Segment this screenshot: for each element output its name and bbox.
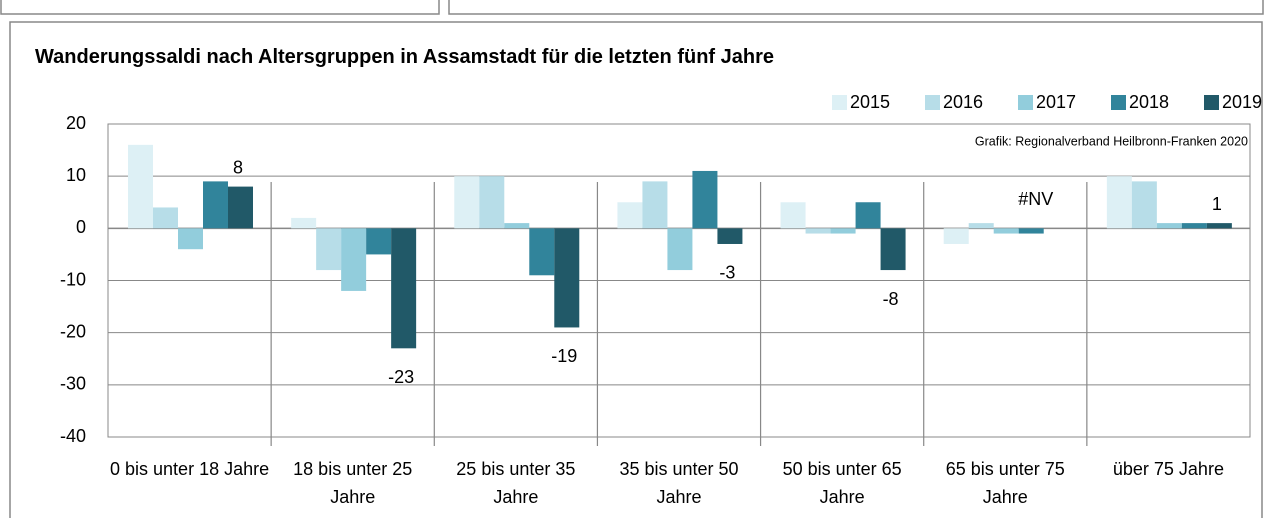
data-label: -3 xyxy=(719,263,735,283)
bar xyxy=(968,223,994,229)
bar xyxy=(391,228,417,349)
bar xyxy=(855,202,881,229)
panel-frame xyxy=(448,0,1264,15)
legend-label: 2016 xyxy=(943,92,983,112)
bar xyxy=(1106,176,1132,229)
x-tick-label: 35 bis unter 50 Jahre xyxy=(619,459,738,507)
legend-swatch xyxy=(832,95,847,110)
bar xyxy=(717,228,743,244)
bar xyxy=(203,181,228,229)
source-note: Grafik: Regionalverband Heilbronn-Franke… xyxy=(975,134,1248,148)
legend-swatch xyxy=(1111,95,1126,110)
y-tick-label: -30 xyxy=(60,374,86,394)
legend-swatch xyxy=(925,95,940,110)
bar xyxy=(1181,223,1207,229)
bar xyxy=(228,186,253,229)
bar xyxy=(554,228,580,328)
y-tick-label: -20 xyxy=(60,321,86,341)
bar xyxy=(291,217,317,229)
legend-label: 2017 xyxy=(1036,92,1076,112)
chart-frame xyxy=(9,21,1263,518)
bar xyxy=(1206,223,1232,229)
bar xyxy=(128,144,153,229)
bar xyxy=(504,223,530,229)
x-tick-label: 0 bis unter 18 Jahre xyxy=(110,459,269,479)
data-label: -23 xyxy=(388,367,414,387)
bar xyxy=(1131,181,1157,229)
bar xyxy=(178,228,203,250)
y-tick-label: 10 xyxy=(66,165,86,185)
x-tick-label: 50 bis unter 65 Jahre xyxy=(783,459,902,507)
y-tick-label: -10 xyxy=(60,269,86,289)
bar xyxy=(780,202,806,229)
legend-swatch xyxy=(1204,95,1219,110)
bar xyxy=(830,228,856,234)
bar xyxy=(617,202,643,229)
x-tick-label: 25 bis unter 35 Jahre xyxy=(456,459,575,507)
y-tick-label: 0 xyxy=(76,217,86,237)
bar xyxy=(316,228,342,271)
legend-label: 2019 xyxy=(1222,92,1262,112)
x-tick-label: 65 bis unter 75 Jahre xyxy=(946,459,1065,507)
bar xyxy=(153,207,178,229)
data-label: -8 xyxy=(883,289,899,309)
bar xyxy=(880,228,906,271)
x-tick-label: 18 bis unter 25 Jahre xyxy=(293,459,412,507)
bar xyxy=(993,228,1019,234)
bar xyxy=(479,176,505,229)
legend-swatch xyxy=(1018,95,1033,110)
x-tick-label: über 75 Jahre xyxy=(1113,459,1224,479)
bar xyxy=(366,228,392,255)
bar xyxy=(692,170,718,229)
chart-title: Wanderungssaldi nach Altersgruppen in As… xyxy=(35,46,774,68)
y-tick-label: 20 xyxy=(66,113,86,133)
data-label: -19 xyxy=(551,346,577,366)
data-label: #NV xyxy=(1018,189,1053,209)
bar xyxy=(1156,223,1182,229)
legend-label: 2018 xyxy=(1129,92,1169,112)
data-label: 8 xyxy=(233,157,243,177)
legend-label: 2015 xyxy=(850,92,890,112)
panel-frame xyxy=(0,0,440,15)
bar xyxy=(454,176,480,229)
bar xyxy=(1018,228,1044,234)
bar xyxy=(529,228,555,276)
bar xyxy=(943,228,969,244)
data-label: 1 xyxy=(1212,194,1222,214)
bar xyxy=(805,228,831,234)
bar xyxy=(667,228,693,271)
bar xyxy=(341,228,367,291)
y-tick-label: -40 xyxy=(60,426,86,446)
bar xyxy=(642,181,668,229)
